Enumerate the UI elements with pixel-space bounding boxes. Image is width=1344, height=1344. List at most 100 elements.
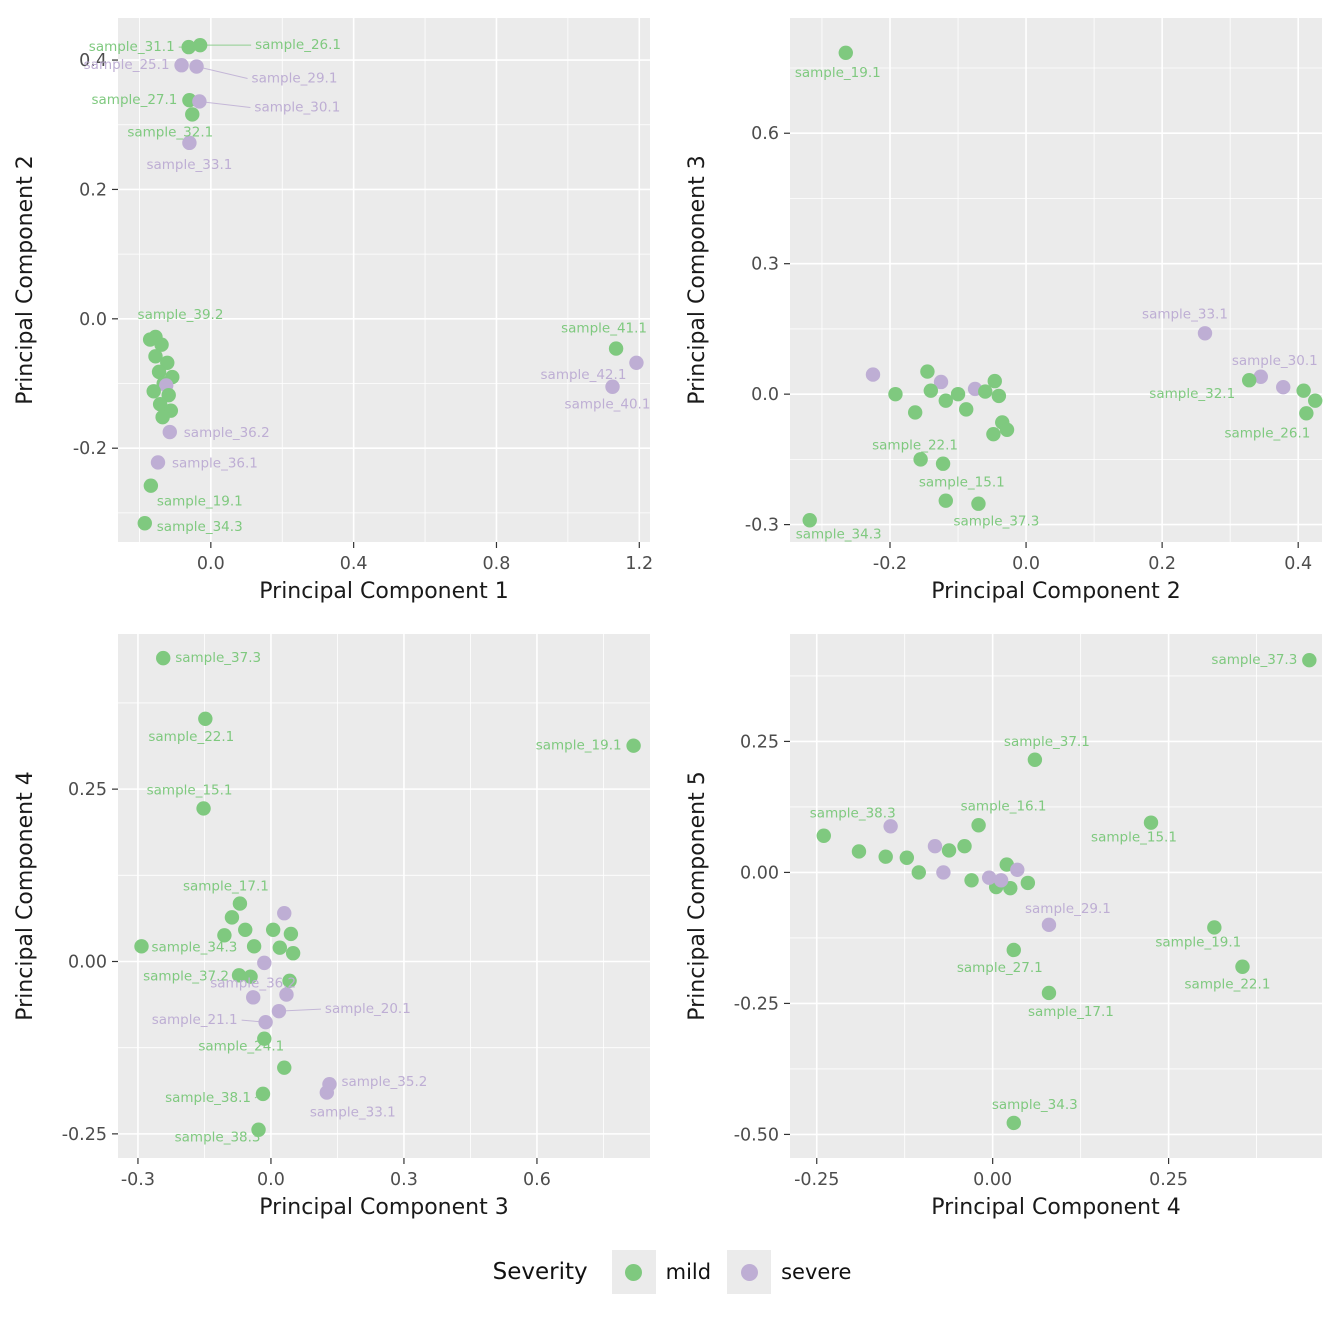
data-point — [232, 896, 248, 911]
y-tick-label: -0.25 — [62, 1125, 107, 1145]
point-label: sample_39.2 — [138, 307, 224, 323]
data-point — [938, 393, 953, 408]
data-point — [277, 1060, 292, 1075]
x-tick-label: 0.6 — [523, 1170, 551, 1190]
data-point — [251, 1122, 266, 1137]
legend-items: mild severe — [611, 1250, 852, 1294]
data-point — [272, 940, 288, 955]
legend-key — [727, 1250, 772, 1294]
data-point — [285, 946, 301, 961]
data-point — [1207, 920, 1222, 935]
legend-label-severe: severe — [781, 1260, 852, 1284]
point-label: sample_41.1 — [561, 321, 647, 337]
panel-pc2-vs-pc3: -0.2 0.0 0.2 0.4 -0.3 0.0 0.3 0.6 Principal Comp… — [672, 6, 1344, 612]
point-label: sample_38.3 — [810, 806, 896, 822]
point-label: sample_34.3 — [992, 1097, 1078, 1113]
point-label: sample_30.1 — [1232, 353, 1318, 369]
data-point — [1006, 942, 1021, 958]
data-point — [1041, 985, 1057, 1001]
data-point — [1242, 373, 1257, 388]
point-label: sample_16.1 — [961, 798, 1047, 814]
data-point — [1143, 815, 1159, 830]
data-point — [257, 1031, 272, 1046]
data-point — [626, 738, 641, 753]
data-point — [246, 990, 261, 1005]
data-point — [907, 405, 923, 420]
data-point — [981, 870, 997, 885]
x-tick-label: -0.3 — [121, 1170, 155, 1190]
data-point — [154, 337, 169, 352]
data-point — [150, 455, 166, 470]
x-tick-label: 0.0 — [257, 1170, 285, 1190]
x-tick-label: 0.00 — [973, 1170, 1012, 1190]
scatter-plot: -0.25 0.00 0.25 -0.50 -0.25 0.00 0.25 Principal… — [685, 634, 1322, 1220]
panel-background — [118, 18, 650, 542]
point-label: sample_34.3 — [157, 519, 243, 535]
data-point — [913, 452, 928, 467]
data-point — [277, 906, 292, 921]
data-point — [899, 850, 915, 865]
y-tick-label: 0.4 — [79, 51, 107, 71]
y-tick-label: -0.50 — [734, 1125, 779, 1145]
data-point — [1041, 917, 1057, 933]
data-point — [1296, 383, 1311, 398]
data-point — [142, 332, 158, 347]
data-point — [143, 478, 159, 493]
data-point — [936, 865, 951, 880]
data-point — [257, 955, 272, 971]
point-label: sample_32.1 — [127, 124, 213, 140]
data-point — [1253, 369, 1268, 384]
point-label: sample_29.1 — [1025, 901, 1111, 917]
point-label: sample_15.1 — [919, 475, 1005, 491]
panel-pc4-vs-pc5: -0.25 0.00 0.25 -0.50 -0.25 0.00 0.25 Principal… — [672, 622, 1344, 1228]
data-point — [971, 496, 986, 511]
scatter-plot: 0.0 0.4 0.8 1.2 -0.2 0.0 0.2 0.4 Principal Compo… — [13, 18, 653, 604]
point-label: sample_38.1 — [165, 1090, 251, 1106]
mild-color-dot — [625, 1263, 643, 1281]
point-label: sample_36.2 — [210, 975, 296, 991]
data-point — [986, 426, 1001, 442]
data-point — [957, 839, 972, 854]
y-axis-title: Principal Component 4 — [13, 771, 38, 1020]
point-label: sample_22.1 — [872, 438, 958, 454]
point-label: sample_38.3 — [175, 1130, 261, 1146]
y-tick-label: 0.6 — [751, 124, 779, 144]
data-point — [888, 386, 903, 402]
y-tick-label: 0.00 — [68, 953, 107, 973]
x-tick-label: 0.0 — [197, 554, 225, 574]
data-point — [255, 1086, 271, 1102]
data-point — [991, 388, 1007, 404]
label-leader-line — [254, 1093, 264, 1099]
data-point — [185, 107, 200, 122]
severity-legend: Severity mild severe — [0, 1250, 1344, 1294]
legend-item-mild: mild — [611, 1250, 711, 1294]
point-label: sample_35.2 — [341, 1074, 427, 1090]
data-point — [156, 650, 171, 666]
legend-title: Severity — [492, 1259, 588, 1285]
x-axis-title: Principal Component 4 — [931, 1195, 1180, 1220]
data-point — [950, 386, 966, 402]
legend-key — [611, 1250, 656, 1294]
x-axis-title: Principal Component 3 — [259, 1195, 508, 1220]
data-point — [1027, 752, 1043, 767]
data-point — [1307, 393, 1323, 408]
y-tick-label: 0.0 — [79, 310, 107, 330]
point-label: sample_37.3 — [1211, 652, 1297, 668]
data-point — [1197, 326, 1213, 341]
x-tick-label: 0.8 — [483, 554, 511, 574]
point-label: sample_15.1 — [1091, 830, 1177, 846]
y-tick-label: 0.3 — [751, 255, 779, 275]
point-label: sample_37.2 — [143, 968, 229, 984]
data-point — [1299, 406, 1314, 421]
data-point — [878, 849, 893, 864]
panel-pc1-vs-pc2: 0.0 0.4 0.8 1.2 -0.2 0.0 0.2 0.4 Principal Compo… — [0, 6, 672, 612]
point-label: sample_19.1 — [795, 65, 881, 81]
point-label: sample_36.1 — [172, 455, 258, 471]
data-point — [993, 873, 1009, 888]
severe-color-dot — [740, 1263, 758, 1281]
y-tick-label: 0.2 — [79, 180, 107, 200]
y-tick-label: -0.2 — [73, 439, 107, 459]
point-label: sample_19.1 — [536, 738, 622, 754]
y-tick-label: -0.3 — [745, 516, 779, 536]
point-label: sample_15.1 — [147, 782, 233, 798]
